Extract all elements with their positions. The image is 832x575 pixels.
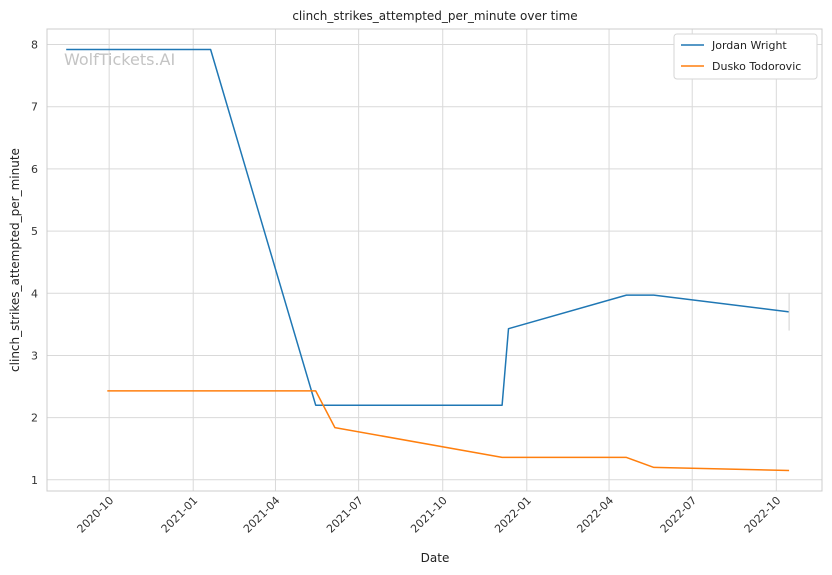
chart-title: clinch_strikes_attempted_per_minute over… xyxy=(292,9,577,23)
y-tick-label: 6 xyxy=(31,163,38,176)
y-tick-label: 5 xyxy=(31,225,38,238)
y-tick-label: 1 xyxy=(31,474,38,487)
x-tick-label: 2020-10 xyxy=(75,494,117,536)
plot-area-frame xyxy=(46,28,823,492)
y-tick-label: 2 xyxy=(31,412,38,425)
legend-box xyxy=(673,33,818,80)
y-tick-labels: 1 2 3 4 5 6 7 8 xyxy=(31,39,38,487)
series-layer xyxy=(66,48,790,472)
x-tick-label: 2021-07 xyxy=(324,494,366,536)
x-axis-title: Date xyxy=(421,551,450,565)
y-tick-label: 4 xyxy=(31,287,38,300)
x-tick-label: 2021-10 xyxy=(408,494,450,536)
series-line-dusko-todorovic xyxy=(107,390,790,472)
x-tick-label: 2021-01 xyxy=(159,494,201,536)
x-tick-label: 2022-10 xyxy=(742,494,784,536)
series-line-jordan-wright xyxy=(66,48,790,406)
y-axis-title: clinch_strikes_attempted_per_minute xyxy=(8,148,22,372)
legend-label-dusko-todorovic: Dusko Todorovic xyxy=(712,60,801,73)
x-tick-label: 2022-04 xyxy=(574,494,616,536)
y-tick-label: 8 xyxy=(31,39,38,52)
x-tick-label: 2022-07 xyxy=(658,494,700,536)
x-tick-label: 2021-04 xyxy=(241,494,283,536)
y-tick-label: 7 xyxy=(31,101,38,114)
grid-lines xyxy=(47,29,822,491)
x-tick-labels: 2020-10 2021-01 2021-04 2021-07 2021-10 2022-… xyxy=(75,494,784,536)
legend-label-jordan-wright: Jordan Wright xyxy=(711,39,787,52)
legend: Jordan Wright Dusko Todorovic xyxy=(673,33,818,80)
x-tick-label: 2022-01 xyxy=(492,494,534,536)
y-tick-label: 3 xyxy=(31,349,38,362)
watermark-text: WolfTickets.AI xyxy=(64,50,175,69)
